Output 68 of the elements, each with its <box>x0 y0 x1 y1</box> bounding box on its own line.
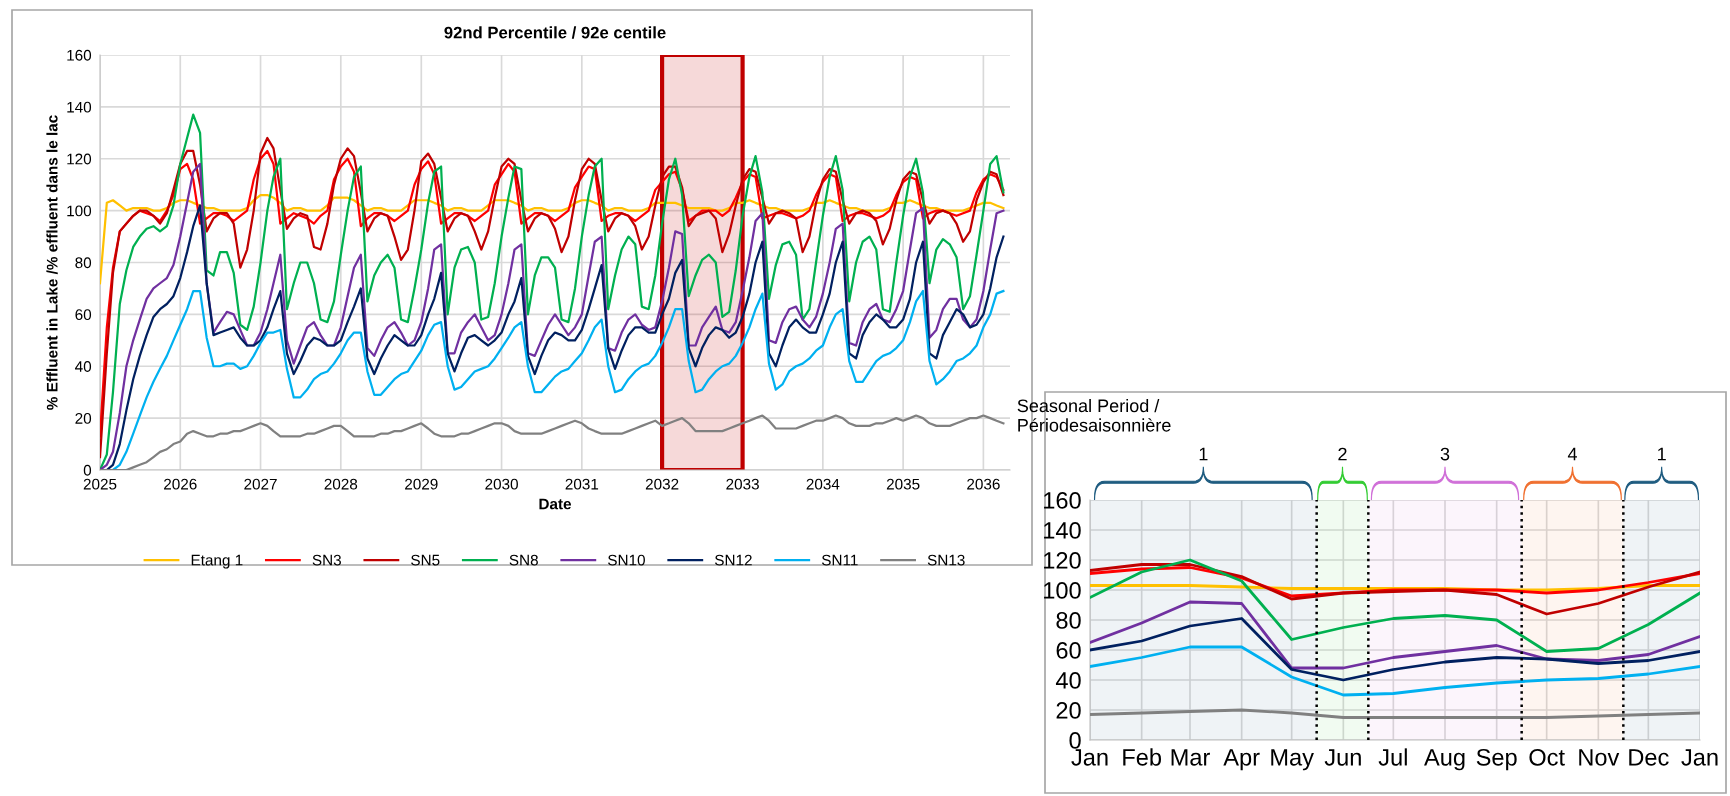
x-tick-label: Apr <box>1223 749 1260 771</box>
x-tick-label: Jan <box>1681 749 1718 766</box>
x-tick-label: 2035 <box>886 478 920 490</box>
x-tick-label: 2026 <box>164 478 197 490</box>
band-label: 2 <box>1338 447 1347 461</box>
x-tick-label: Aug <box>1424 749 1465 771</box>
x-tick-label: Jan <box>1071 749 1108 766</box>
x-tick-label: 2036 <box>967 478 1000 490</box>
x-tick-label: Dec <box>1629 749 1669 766</box>
y-tick-label: 0 <box>83 464 92 476</box>
line-series <box>1090 558 1700 653</box>
x-tick-label: 2032 <box>645 478 679 490</box>
line-series <box>1090 617 1700 682</box>
chart-title: 92nd Percentile / 92e centile <box>444 26 666 39</box>
x-tick-label: 2034 <box>806 478 840 490</box>
chart-title: Seasonal Period / Périodesaisonnière <box>1017 398 1171 432</box>
y-tick-label: 60 <box>1056 642 1081 659</box>
x-tick-label: 2030 <box>485 478 518 490</box>
y-tick-label: 80 <box>1056 612 1081 629</box>
x-tick-label: 2027 <box>244 478 277 490</box>
legend-label: SN5 <box>411 554 440 566</box>
x-axis-title: Date <box>539 498 572 510</box>
x-tick-label: 2029 <box>405 478 438 490</box>
x-tick-label: 2025 <box>83 478 117 490</box>
y-tick-label: 60 <box>75 309 92 321</box>
x-tick-label: Jun <box>1324 749 1361 766</box>
x-tick-label: 2028 <box>324 478 358 490</box>
y-tick-label: 100 <box>67 205 92 217</box>
band-label: 4 <box>1567 447 1577 461</box>
y-tick-label: 40 <box>1055 672 1081 689</box>
y-axis-title: % Effluent in Lake /% effluent dans le lac <box>46 115 58 410</box>
x-tick-label: 2031 <box>565 478 599 490</box>
x-tick-label: 2033 <box>726 478 759 490</box>
x-tick-label: Oct <box>1529 748 1565 766</box>
y-tick-label: 160 <box>67 49 92 61</box>
y-tick-label: 160 <box>1044 492 1081 509</box>
x-tick-label: Mar <box>1171 749 1210 766</box>
line-series <box>1090 600 1700 670</box>
y-tick-label: 140 <box>67 101 92 113</box>
legend-label: SN8 <box>509 554 538 566</box>
legend-label: SN11 <box>821 554 858 566</box>
y-tick-label: 120 <box>1044 552 1081 569</box>
x-tick-label: Jul <box>1378 748 1407 766</box>
line-series <box>1090 708 1700 719</box>
y-tick-label: 140 <box>1044 522 1081 539</box>
legend-label: SN12 <box>715 554 752 566</box>
x-tick-label: Nov <box>1579 749 1620 766</box>
line-series <box>100 193 1005 285</box>
legend-label: Etang 1 <box>191 554 243 569</box>
x-tick-label: Sep <box>1476 748 1517 771</box>
legend-label: SN13 <box>927 554 965 566</box>
line-series <box>1090 563 1700 616</box>
x-tick-label: Feb <box>1123 748 1162 766</box>
line-series <box>1090 645 1700 697</box>
y-tick-label: 20 <box>1056 702 1081 719</box>
y-tick-label: 20 <box>75 412 92 424</box>
band-label: 1 <box>1199 447 1208 461</box>
band-label: 3 <box>1440 447 1450 461</box>
y-tick-label: 0 <box>1069 732 1081 749</box>
y-tick-label: 40 <box>75 361 92 372</box>
y-tick-label: 80 <box>75 257 92 269</box>
legend-label: SN3 <box>312 554 341 566</box>
legend-label: SN10 <box>608 554 645 566</box>
y-tick-label: 100 <box>1044 582 1081 599</box>
band-label: 1 <box>1658 447 1666 461</box>
line-series <box>100 414 1005 470</box>
x-tick-label: May <box>1271 749 1314 771</box>
y-tick-label: 120 <box>67 153 92 165</box>
